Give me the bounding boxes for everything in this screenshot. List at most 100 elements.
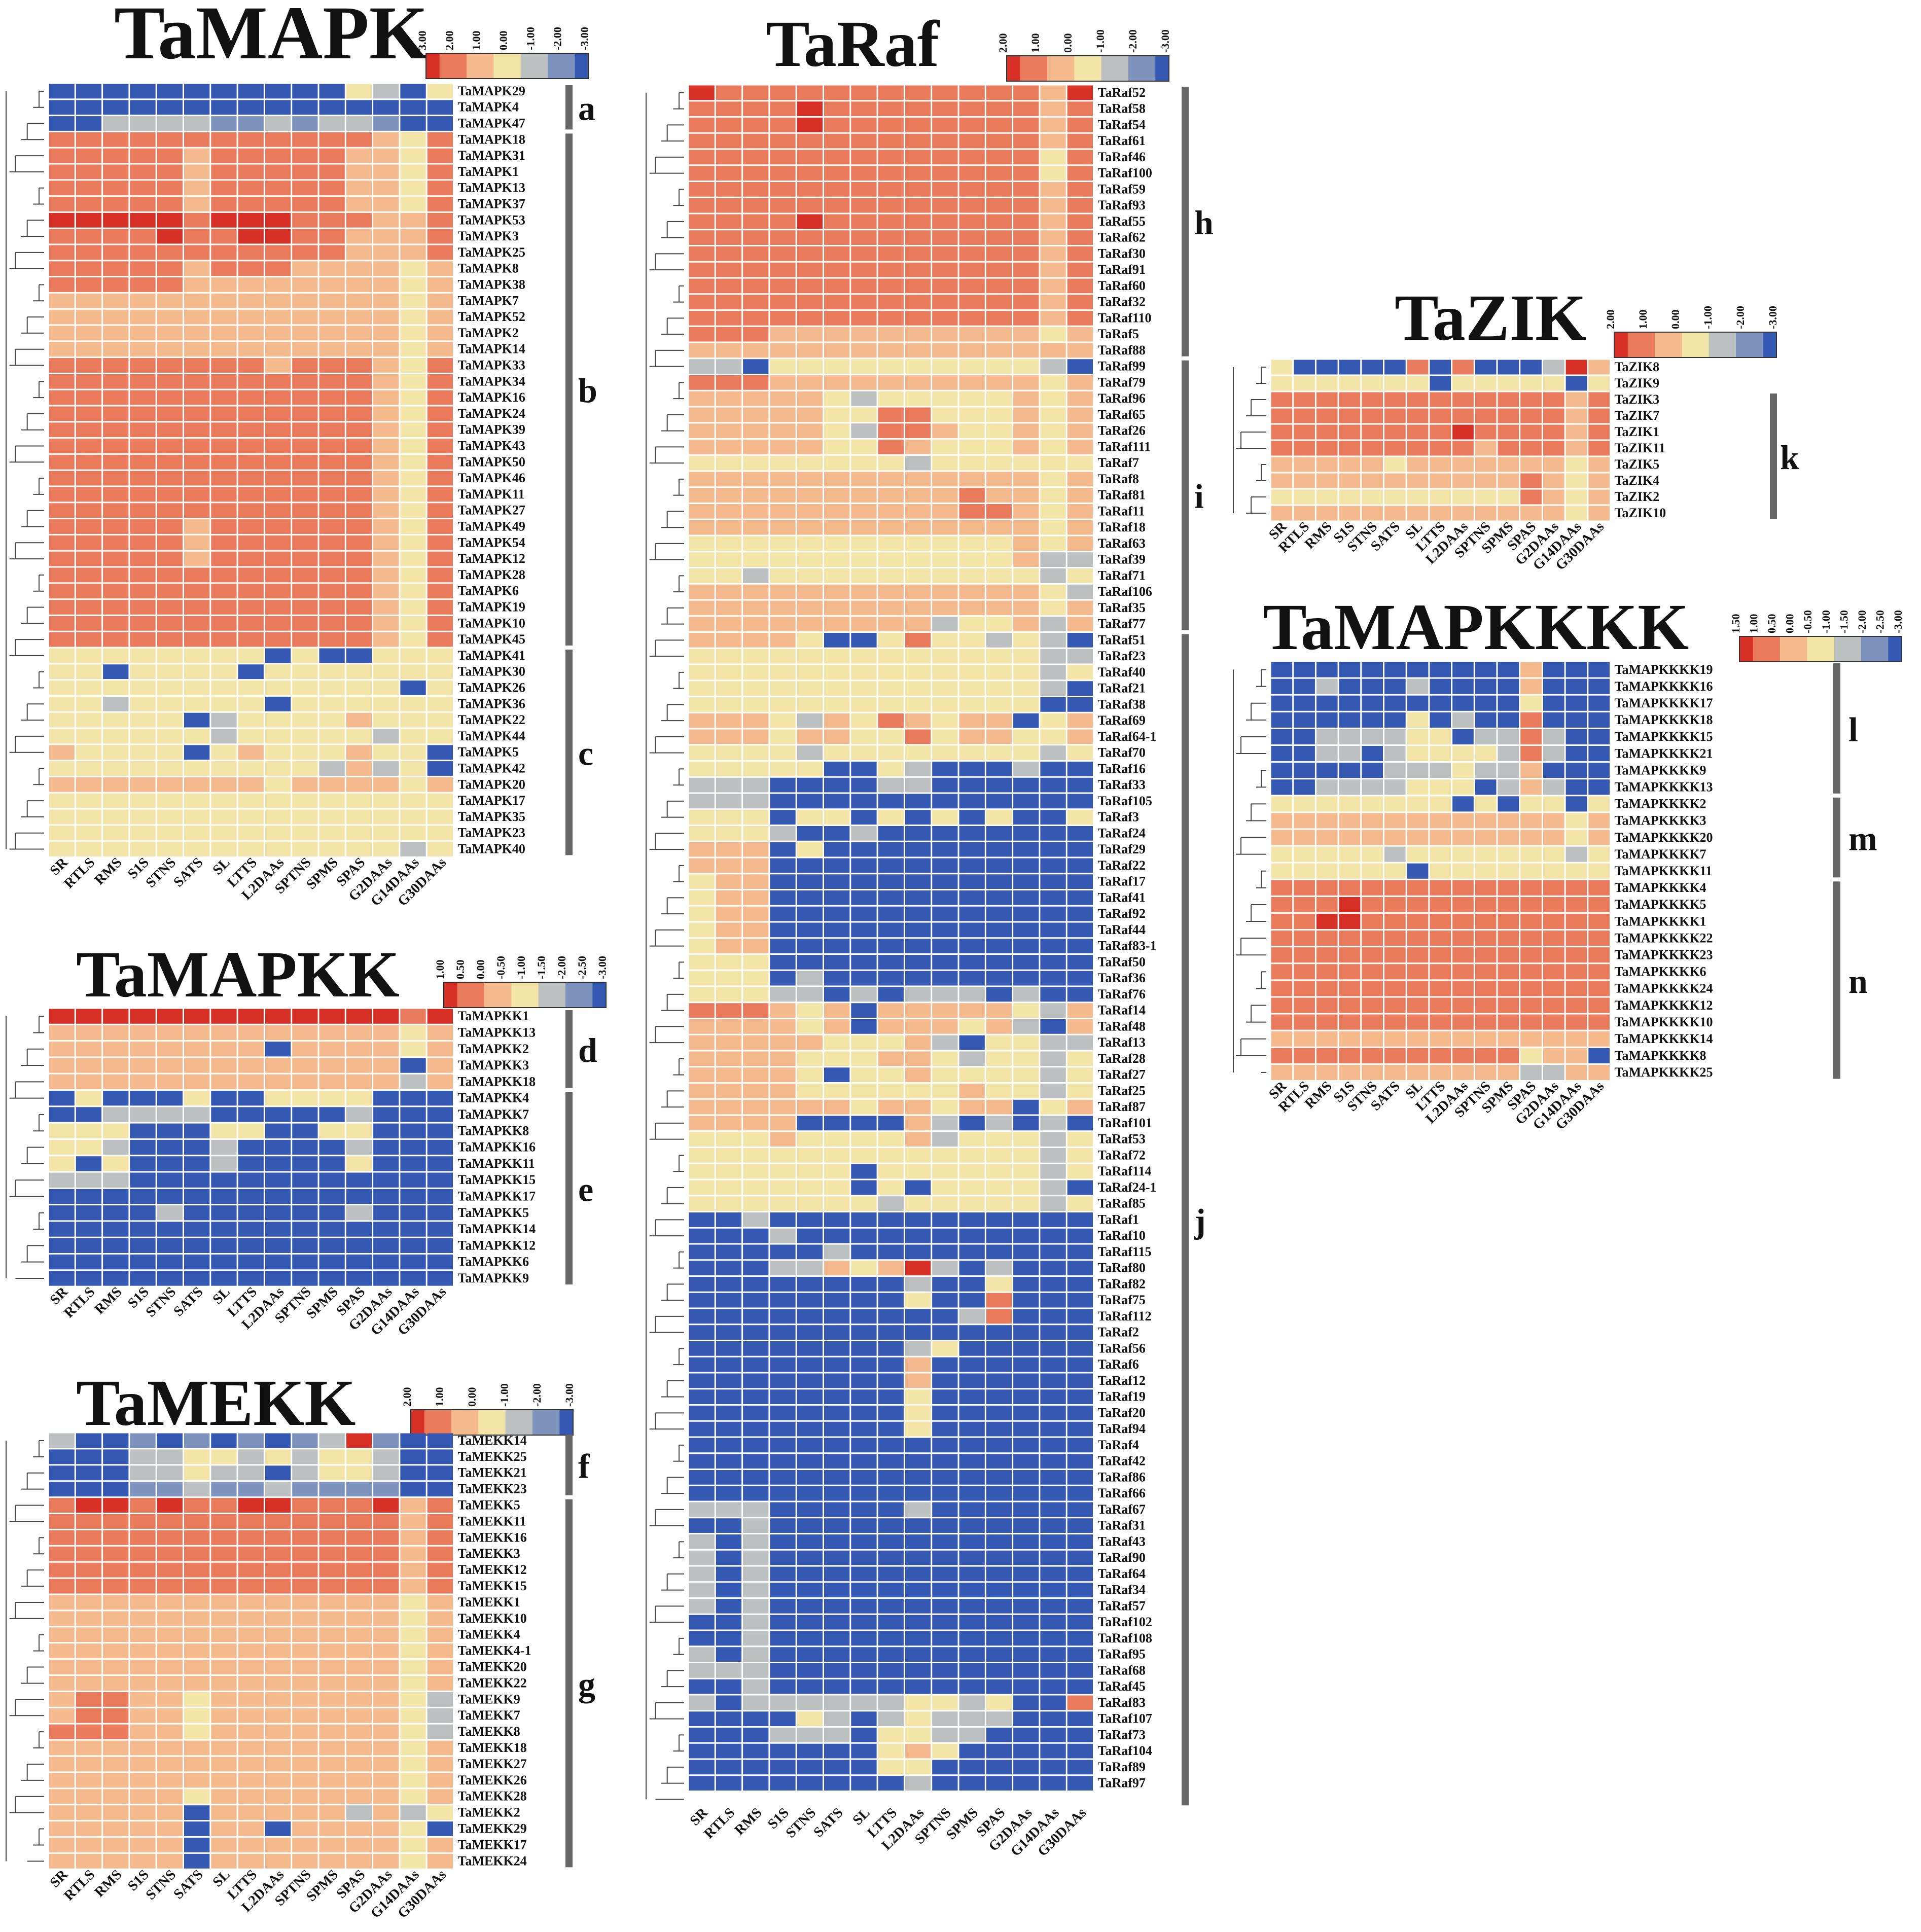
legend-tick: 2.00 (997, 33, 1009, 53)
heatmap-cell (211, 342, 237, 357)
heatmap-cell (238, 1724, 264, 1739)
gene-label: TaMAPKKKK22 (1615, 931, 1713, 945)
heatmap-cell (184, 148, 210, 163)
heatmap-cell (959, 343, 985, 358)
heatmap-cell (824, 1389, 850, 1404)
heatmap-cell (1271, 678, 1293, 694)
heatmap-cell (292, 712, 318, 728)
legend-swatch (1886, 636, 1889, 662)
heatmap-cell (1067, 520, 1093, 535)
heatmap-cell (1452, 931, 1474, 946)
heatmap-cell (1013, 1228, 1039, 1243)
heatmap-cell (157, 1724, 183, 1739)
legend-swatch (446, 1410, 449, 1435)
legend-swatch (1093, 56, 1096, 81)
heatmap-cell (427, 1562, 453, 1578)
heatmap-cell (1543, 441, 1564, 456)
heatmap-cell (1013, 166, 1039, 181)
heatmap-cell (373, 1773, 399, 1788)
heatmap-cell (1067, 1084, 1093, 1098)
heatmap-cell (1013, 568, 1039, 583)
heatmap-cell (905, 1164, 931, 1179)
heatmap-cell (878, 1679, 904, 1694)
heatmap-cell (716, 455, 742, 471)
heatmap-cell (878, 1518, 904, 1533)
heatmap-cell (49, 1708, 75, 1723)
heatmap-cell (184, 1724, 210, 1739)
heatmap-cell (157, 422, 183, 438)
legend-tick: 1.00 (1029, 33, 1042, 53)
heatmap-cell (238, 745, 264, 760)
heatmap-cell (986, 85, 1012, 100)
heatmap-cell (265, 1123, 291, 1138)
legend-swatch (1750, 636, 1754, 662)
heatmap-cell (103, 1724, 129, 1739)
legend-swatch (1085, 56, 1088, 81)
heatmap-cell (157, 1579, 183, 1594)
heatmap-cell (373, 1172, 399, 1188)
legend-swatch (487, 982, 490, 1008)
heatmap-cell (797, 1470, 823, 1485)
heatmap-cell (130, 84, 156, 99)
heatmap-cell (49, 712, 75, 728)
heatmap-cell (878, 1695, 904, 1710)
heatmap-cell (265, 809, 291, 825)
heatmap-cell (716, 713, 742, 728)
heatmap-cell (986, 440, 1012, 454)
heatmap-cell (400, 390, 426, 405)
heatmap-cell (878, 472, 904, 487)
heatmap-cell (76, 567, 102, 583)
heatmap-cell (319, 84, 345, 99)
heatmap-cell (49, 584, 75, 599)
heatmap-cell (689, 1244, 715, 1260)
heatmap-cell (959, 1196, 985, 1211)
heatmap-cell (130, 1156, 156, 1171)
heatmap-cell (103, 761, 129, 776)
heatmap-cell (373, 1025, 399, 1041)
heatmap-cell (1013, 842, 1039, 857)
heatmap-cell (1339, 997, 1361, 1013)
heatmap-cell (1498, 997, 1519, 1013)
heatmap-cell (1588, 376, 1610, 391)
heatmap-cell (1543, 1048, 1564, 1063)
heatmap-cell (1040, 681, 1066, 696)
heatmap-cell (76, 1433, 102, 1448)
heatmap-cell (103, 1025, 129, 1041)
gene-label: TaRaf73 (1098, 1727, 1146, 1742)
heatmap-cell (49, 1627, 75, 1642)
gene-label: TaRaf72 (1098, 1148, 1146, 1162)
heatmap-cell (878, 810, 904, 825)
heatmap-cell (1520, 506, 1542, 521)
heatmap-cell (689, 1534, 715, 1549)
legend-swatch (1753, 636, 1756, 662)
heatmap-cell (1339, 880, 1361, 896)
heatmap-cell (824, 617, 850, 631)
heatmap-cell (400, 1189, 426, 1204)
heatmap-cell (986, 745, 1012, 760)
heatmap-cell (1498, 506, 1519, 521)
heatmap-cell (1452, 408, 1474, 423)
heatmap-cell (103, 1660, 129, 1674)
gene-label: TaMAPK39 (458, 422, 525, 437)
heatmap-cell (797, 1325, 823, 1340)
heatmap-cell (1384, 424, 1406, 440)
legend-swatch (1136, 56, 1140, 81)
heatmap-cell (743, 906, 769, 921)
heatmap-cell (1384, 897, 1406, 912)
heatmap-cell (1498, 457, 1519, 472)
gene-label: TaMEKK18 (458, 1740, 527, 1755)
heatmap-cell (905, 118, 931, 132)
heatmap-cell (265, 1271, 291, 1286)
heatmap-cell (851, 1164, 877, 1179)
heatmap-cell (373, 1271, 399, 1286)
heatmap-cell (1430, 813, 1451, 829)
heatmap-cell (770, 1373, 796, 1388)
heatmap-cell (292, 1789, 318, 1804)
heatmap-cell (824, 1309, 850, 1324)
heatmap-cell (400, 1692, 426, 1707)
heatmap-cell (157, 1205, 183, 1221)
heatmap-cell (211, 1724, 237, 1739)
heatmap-cell (184, 842, 210, 856)
heatmap-cell (770, 777, 796, 793)
heatmap-cell (1384, 376, 1406, 391)
